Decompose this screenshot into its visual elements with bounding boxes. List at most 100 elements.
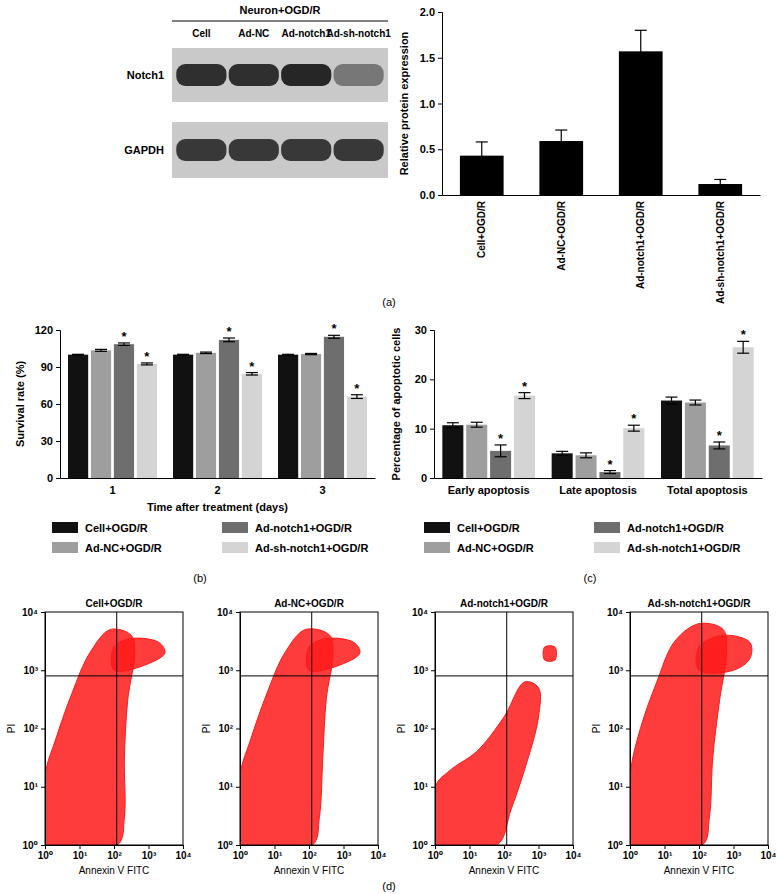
tick-mark — [768, 845, 769, 849]
tick: 10² — [302, 845, 317, 861]
tick-label: 10⁴ — [412, 607, 428, 618]
error-cap — [328, 338, 340, 339]
tick-label: 3 — [319, 484, 325, 496]
tick: 10⁰ — [233, 845, 249, 861]
bar-chart: ******0102030Early apoptosisLate apoptos… — [390, 324, 763, 554]
error-bar — [200, 352, 212, 353]
bar — [324, 337, 344, 478]
tick-label: 10⁴ — [22, 607, 38, 618]
panel-label: (a) — [382, 296, 395, 308]
axis-title: Annexin V FITC — [469, 865, 540, 876]
error-bar — [495, 445, 507, 457]
band — [334, 139, 384, 161]
error-cap — [351, 398, 363, 399]
tick-mark — [573, 845, 574, 849]
tick-label: 10¹ — [24, 781, 39, 792]
tick-label: 10¹ — [219, 781, 234, 792]
tick-mark — [56, 404, 60, 405]
error-bar — [72, 354, 84, 356]
plot-area — [460, 30, 742, 195]
error-cap — [476, 169, 488, 170]
bar — [278, 355, 298, 478]
tick-mark — [275, 845, 276, 849]
legend-label: Ad-NC+OGD/R — [85, 542, 162, 554]
gate-line — [311, 612, 312, 845]
tick-label: 10¹ — [268, 850, 283, 861]
x-axis: Cell+OGD/RAd-NC+OGD/RAd-notch1+OGD/RAd-s… — [443, 195, 761, 304]
tick: 10⁰ — [38, 845, 54, 861]
gate-line — [435, 675, 573, 676]
tick-label: 10¹ — [73, 850, 88, 861]
tick-label: 10³ — [337, 850, 352, 861]
legend-label: Cell+OGD/R — [85, 522, 148, 534]
tick-label: 2.0 — [420, 6, 435, 18]
bar — [137, 364, 157, 478]
tick: 2 — [214, 478, 220, 496]
tick: 10⁴ — [175, 845, 191, 861]
tick-mark — [665, 845, 666, 849]
error-cap — [447, 422, 459, 423]
tick-mark — [438, 195, 442, 196]
tick: 10² — [497, 845, 512, 861]
axis-line — [46, 846, 184, 850]
flow-plot: 10⁰10¹10²10³10⁴10⁰10¹10²10³10⁴Ad-sh-notc… — [591, 598, 777, 876]
tick-mark — [431, 670, 435, 671]
tick: 60 — [41, 398, 60, 410]
plot-area — [68, 335, 367, 478]
significance-mark: * — [144, 349, 150, 364]
bar — [301, 354, 321, 478]
tick: 10⁴ — [760, 845, 776, 861]
plot-area — [45, 612, 183, 845]
plot-title: Ad-notch1+OGD/R — [460, 598, 549, 609]
bar — [68, 355, 88, 478]
tick: 10⁴ — [565, 845, 581, 861]
event-cloud — [306, 638, 360, 671]
significance-mark: * — [607, 457, 613, 472]
bar — [552, 453, 573, 478]
tick: 10³ — [24, 665, 45, 676]
error-cap — [628, 431, 640, 432]
bar — [91, 350, 111, 478]
tick-mark — [56, 441, 60, 442]
flow-plot: 10⁰10¹10²10³10⁴10⁰10¹10²10³10⁴Ad-notch1+… — [396, 598, 582, 876]
tick: 2.0 — [420, 6, 442, 18]
tick-mark — [430, 429, 434, 430]
tick-label: 0 — [47, 472, 53, 484]
tick: Ad-NC+OGD/R — [556, 195, 567, 271]
y-axis: 0.00.51.01.52.0 — [420, 6, 443, 201]
tick-mark — [41, 729, 45, 730]
error-cap — [305, 354, 317, 355]
error-cap — [95, 351, 107, 352]
tick: 0.5 — [420, 143, 442, 155]
axis-line — [436, 846, 574, 850]
panel-label: (d) — [382, 880, 395, 892]
tick-mark — [630, 845, 631, 849]
error-bar — [471, 422, 483, 427]
error-bar — [177, 354, 189, 356]
tick: 10⁰ — [412, 840, 435, 851]
tick: 30 — [415, 324, 434, 336]
bar — [685, 403, 706, 478]
tick: 10³ — [532, 845, 547, 861]
error-bar — [555, 130, 567, 152]
error-line — [640, 30, 641, 72]
tick: 10⁴ — [412, 607, 435, 618]
tick-label: 10⁰ — [38, 850, 54, 861]
tick-mark — [504, 845, 505, 849]
error-cap — [714, 179, 726, 180]
error-bar — [689, 400, 701, 405]
axis-title: PI — [6, 724, 17, 733]
tick-mark — [626, 670, 630, 671]
legend-label: Ad-NC+OGD/R — [457, 542, 534, 554]
legend: Cell+OGD/RAd-NC+OGD/RAd-notch1+OGD/RAd-s… — [424, 522, 740, 554]
plot-frame — [240, 612, 378, 845]
band — [176, 64, 226, 86]
axis-title: PI — [396, 724, 407, 733]
tick-mark — [45, 845, 46, 849]
legend-swatch — [424, 522, 450, 533]
tick: 10¹ — [219, 781, 240, 792]
error-cap — [95, 349, 107, 350]
tick: 20 — [415, 373, 434, 385]
x-axis: 10⁰10¹10²10³10⁴ — [623, 845, 777, 861]
axis-title: Annexin V FITC — [79, 865, 150, 876]
